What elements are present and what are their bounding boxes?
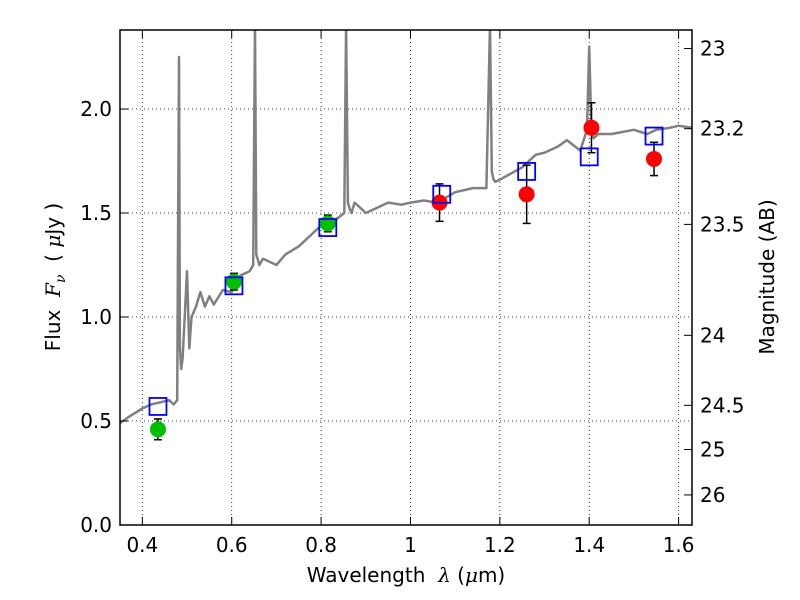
model-squares <box>148 126 664 416</box>
model-square <box>224 276 244 296</box>
x-tick-label: 1.2 <box>484 533 516 557</box>
y2-tick-label: 23 <box>700 37 725 61</box>
x-tick-label: 0.6 <box>216 533 248 557</box>
y2-tick-label: 24 <box>700 323 725 347</box>
data-points <box>149 119 663 438</box>
x-tick-label: 0.8 <box>305 533 337 557</box>
model-square <box>148 397 168 416</box>
grid-lines <box>120 30 692 526</box>
observed_nir-point <box>518 186 535 203</box>
y-tick-labels: 0.0 0.5 1.0 1.5 2.0 <box>80 97 112 537</box>
template-spectrum-line <box>120 30 692 425</box>
x-tick-labels: 0.4 0.6 0.8 1 1.2 1.4 1.6 <box>126 533 694 557</box>
y-axis-label: Flux Fν ( μJy ) <box>41 203 69 351</box>
observed_optical-point <box>225 273 242 290</box>
y2-tick-label: 25 <box>700 437 725 461</box>
y2-tick-label: 24.5 <box>700 393 745 417</box>
error-bars <box>153 102 659 441</box>
y2-tick-label: 26 <box>700 483 725 507</box>
axis-ticks <box>120 30 692 526</box>
model-square <box>644 126 664 146</box>
model-square <box>432 184 452 204</box>
y-tick-label: 1.5 <box>80 201 112 225</box>
y-tick-label: 0.5 <box>80 409 112 433</box>
y-tick-label: 1.0 <box>80 305 112 329</box>
y2-tick-labels: 23 23.2 23.5 24 24.5 25 26 <box>700 37 745 507</box>
x-tick-label: 1 <box>404 533 417 557</box>
y2-tick-label: 23.5 <box>700 212 745 236</box>
model-square <box>318 218 338 237</box>
observed_optical-point <box>319 215 336 232</box>
y2-tick-label: 23.2 <box>700 117 745 141</box>
observed_nir-point <box>646 150 663 167</box>
model-square <box>517 162 537 181</box>
x-tick-label: 0.4 <box>126 533 158 557</box>
x-axis-label: Wavelength λ (μm) <box>307 563 506 587</box>
x-tick-label: 1.4 <box>573 533 605 557</box>
template-spectrum <box>120 30 692 425</box>
y-tick-label: 2.0 <box>80 97 112 121</box>
x-tick-label: 1.6 <box>663 533 695 557</box>
model-square <box>579 147 599 167</box>
observed_optical-point <box>149 421 166 438</box>
y2-axis-label: Magnitude (AB) <box>755 199 779 354</box>
observed_nir-point <box>583 119 600 136</box>
y-tick-label: 0.0 <box>80 513 112 537</box>
plot-frame <box>119 29 693 526</box>
